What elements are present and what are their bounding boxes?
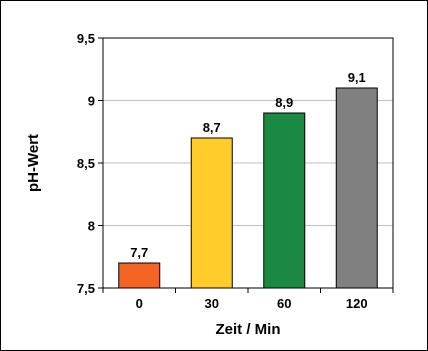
data-label-0: 7,7 — [130, 245, 148, 260]
x-axis-ticks: 0 30 60 120 — [102, 288, 394, 311]
bar-120 — [335, 87, 378, 289]
bar-60 — [263, 112, 306, 289]
y-tick-label: 8 — [88, 219, 95, 234]
bar-30 — [190, 137, 233, 289]
data-label-60: 8,9 — [275, 95, 293, 110]
x-tick-label: 30 — [205, 296, 219, 311]
y-tick-label: 9 — [88, 94, 95, 109]
data-label-120: 9,1 — [348, 70, 366, 85]
x-axis-title: Zeit / Min — [216, 321, 281, 338]
bar-0 — [118, 262, 161, 289]
y-tick-label: 7,5 — [77, 281, 95, 296]
y-tick-label: 8,5 — [77, 156, 95, 171]
bars — [118, 87, 378, 289]
y-tick-label: 9,5 — [77, 31, 95, 46]
data-labels: 7,7 8,7 8,9 9,1 — [130, 70, 366, 260]
x-tick-label: 0 — [136, 296, 143, 311]
y-axis-title: pH-Wert — [25, 134, 42, 192]
x-tick-label: 120 — [346, 296, 368, 311]
data-label-30: 8,7 — [203, 120, 221, 135]
y-axis-ticks: 7,5 8 8,5 9 9,5 — [77, 31, 103, 296]
x-tick-label: 60 — [277, 296, 291, 311]
